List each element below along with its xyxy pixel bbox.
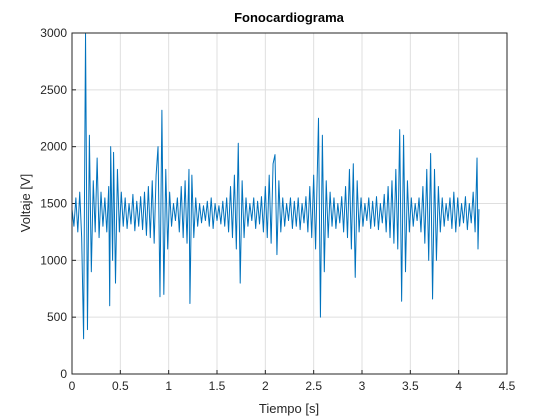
x-tick-label: 0.5	[112, 379, 129, 393]
data-line	[71, 32, 480, 340]
x-tick-label: 3	[359, 379, 366, 393]
x-tick-label: 3.5	[402, 379, 419, 393]
x-axis-label: Tiempo [s]	[259, 401, 319, 416]
y-tick-label: 3000	[40, 26, 67, 40]
x-tick-label: 0	[69, 379, 76, 393]
y-axis-label: Voltaje [V]	[18, 174, 33, 233]
y-tick-label: 2500	[40, 83, 67, 97]
y-tick-label: 500	[47, 310, 67, 324]
y-tick-label: 2000	[40, 140, 67, 154]
axes-box	[71, 32, 508, 375]
x-tick-label: 1.5	[209, 379, 226, 393]
chart-title: Fonocardiograma	[234, 10, 345, 25]
y-tick-label: 1500	[40, 197, 67, 211]
x-tick-label: 2.5	[305, 379, 322, 393]
x-tick-label: 2	[262, 379, 269, 393]
y-tick-label: 0	[60, 367, 67, 381]
x-tick-label: 4.5	[499, 379, 516, 393]
x-tick-label: 4	[455, 379, 462, 393]
x-tick-label: 1	[165, 379, 172, 393]
y-tick-label: 1000	[40, 253, 67, 267]
